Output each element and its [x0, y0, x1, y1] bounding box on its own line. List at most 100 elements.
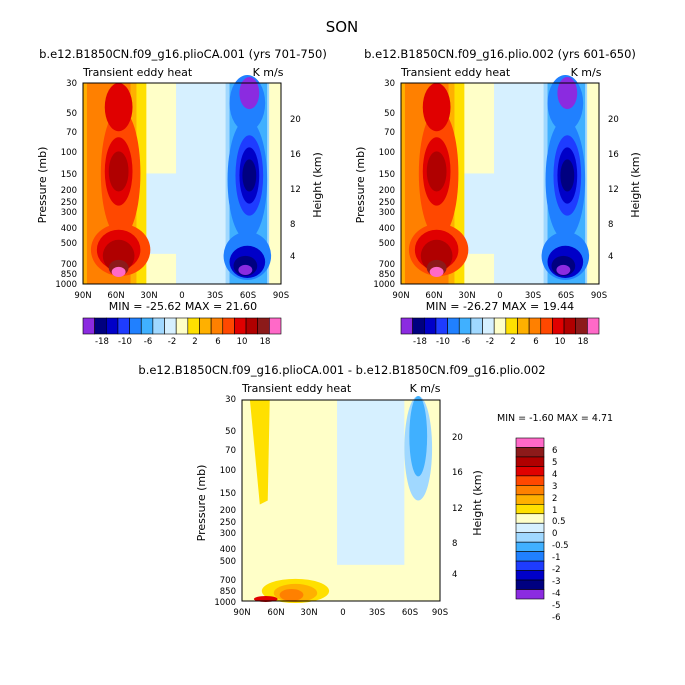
nh-darkred-upper	[426, 151, 447, 192]
panel-2-y2-ticks: 20 16 12 8 4	[608, 115, 619, 262]
colorbar-swatch	[94, 317, 107, 335]
y2-tick: 4	[290, 252, 295, 262]
colorbar-label: -2	[168, 337, 176, 347]
colorbar-label: 3	[552, 482, 557, 492]
y-tick: 50	[384, 109, 395, 119]
colorbar-swatch	[222, 317, 235, 335]
panel-3-title: b.e12.B1850CN.f09_g16.plioCA.001 - b.e12…	[138, 363, 545, 377]
negative-light-band	[337, 400, 405, 565]
panel-3-colorbar-labels: 6 5 4 3 2 1 0.5 0 -0.5 -1 -2 -3 -4 -5 -6	[552, 446, 569, 623]
panel-3-y2-ticks: 20 16 12 8 4	[452, 433, 463, 580]
colorbar-label: 4	[552, 470, 557, 480]
colorbar-swatch	[175, 317, 189, 335]
y-tick: 700	[379, 260, 395, 270]
y-tick: 150	[220, 489, 236, 499]
panel-3-ylabel: Pressure (mb)	[195, 465, 208, 542]
colorbar-swatch	[129, 317, 142, 335]
colorbar-swatch	[515, 589, 545, 600]
x-tick: 30N	[300, 608, 317, 618]
colorbar-swatch	[517, 317, 530, 335]
colorbar-label: -6	[144, 337, 152, 347]
colorbar-label: 18	[578, 337, 589, 347]
colorbar-swatch	[515, 447, 545, 458]
y-tick: 30	[225, 395, 236, 405]
colorbar-label: -5	[552, 601, 560, 611]
colorbar-swatch	[482, 317, 495, 335]
x-tick: 90N	[74, 291, 91, 301]
y-tick: 850	[220, 587, 236, 597]
plot-frame	[82, 82, 282, 285]
colorbar-swatch	[515, 541, 545, 552]
colorbar-swatch	[515, 522, 545, 534]
colorbar-swatch	[400, 317, 413, 335]
panel-2-plot	[400, 74, 600, 285]
y-tick: 700	[220, 576, 236, 586]
panel-2-colorbar	[400, 317, 600, 335]
colorbar-swatch	[245, 317, 259, 335]
plot-frame	[400, 82, 600, 285]
colorbar-swatch	[552, 317, 565, 335]
colorbar-swatch	[269, 317, 282, 335]
y-tick: 300	[220, 529, 236, 539]
y-tick: 1000	[214, 598, 236, 608]
panel-1-x-ticks: 90N 60N 30N 0 30S 60S 90S	[74, 291, 289, 301]
panel-2-left-label: Transient eddy heat	[400, 66, 511, 79]
sh-purple-lower	[238, 264, 253, 275]
colorbar-label: 6	[552, 446, 557, 456]
nh-surface-orange2	[279, 588, 304, 601]
y2-tick: 8	[608, 220, 613, 230]
colorbar-swatch	[210, 317, 224, 335]
y-tick: 50	[225, 427, 236, 437]
panel-2: b.e12.B1850CN.f09_g16.plio.002 (yrs 601-…	[354, 47, 642, 347]
y-tick: 150	[379, 170, 395, 180]
colorbar-swatch	[117, 317, 130, 335]
y-tick: 100	[220, 466, 236, 476]
colorbar-label: -2	[552, 565, 560, 575]
colorbar-swatch	[515, 570, 545, 581]
x-tick: 60N	[107, 291, 124, 301]
panel-1-right-label: K m/s	[253, 66, 284, 79]
nh-surface-red	[253, 595, 278, 603]
panel-3-plot	[241, 395, 441, 604]
panel-1-y-ticks: 30 50 70 100 150 200 250 300 400 500 700…	[55, 79, 77, 290]
sh-purple-top	[239, 76, 260, 110]
panel-2-right-label: K m/s	[571, 66, 602, 79]
panel-3: b.e12.B1850CN.f09_g16.plioCA.001 - b.e12…	[138, 363, 613, 623]
y-tick: 400	[220, 545, 236, 555]
x-tick: 30N	[140, 291, 157, 301]
sh-purple-top	[557, 76, 578, 110]
x-tick: 30N	[458, 291, 475, 301]
panel-1: b.e12.B1850CN.f09_g16.plioCA.001 (yrs 70…	[36, 47, 327, 347]
x-tick: 60N	[425, 291, 442, 301]
x-tick: 60S	[402, 608, 418, 618]
colorbar-label: -10	[118, 337, 132, 347]
panel-2-stats: MIN = -26.27 MAX = 19.44	[426, 300, 574, 313]
colorbar-swatch	[515, 485, 545, 496]
colorbar-label: -1	[552, 553, 560, 563]
colorbar-label: 1	[552, 506, 557, 516]
y-tick: 850	[379, 270, 395, 280]
colorbar-swatch	[515, 513, 545, 524]
y-tick: 250	[61, 198, 77, 208]
colorbar-label: 0	[552, 529, 557, 539]
colorbar-label: 18	[260, 337, 271, 347]
y2-tick: 20	[608, 115, 619, 125]
x-tick: 30S	[369, 608, 385, 618]
x-tick: 0	[179, 291, 184, 301]
colorbar-swatch	[515, 503, 545, 515]
colorbar-swatch	[82, 317, 95, 335]
y-tick: 250	[220, 518, 236, 528]
nh-red-top	[104, 83, 133, 132]
plot-frame	[241, 399, 441, 602]
panel-1-colorbar-labels: -18 -10 -6 -2 2 6 10 18	[95, 337, 270, 347]
colorbar-label: -0.5	[552, 541, 569, 551]
panel-1-title: b.e12.B1850CN.f09_g16.plioCA.001 (yrs 70…	[39, 47, 327, 61]
panel-1-y2-ticks: 20 16 12 8 4	[290, 115, 301, 262]
y2-tick: 12	[290, 185, 301, 195]
colorbar-label: -4	[552, 589, 560, 599]
colorbar-label: 6	[215, 337, 220, 347]
y-tick: 400	[379, 224, 395, 234]
y2-tick: 16	[608, 150, 619, 160]
y2-tick: 20	[290, 115, 301, 125]
x-tick: 30S	[207, 291, 223, 301]
